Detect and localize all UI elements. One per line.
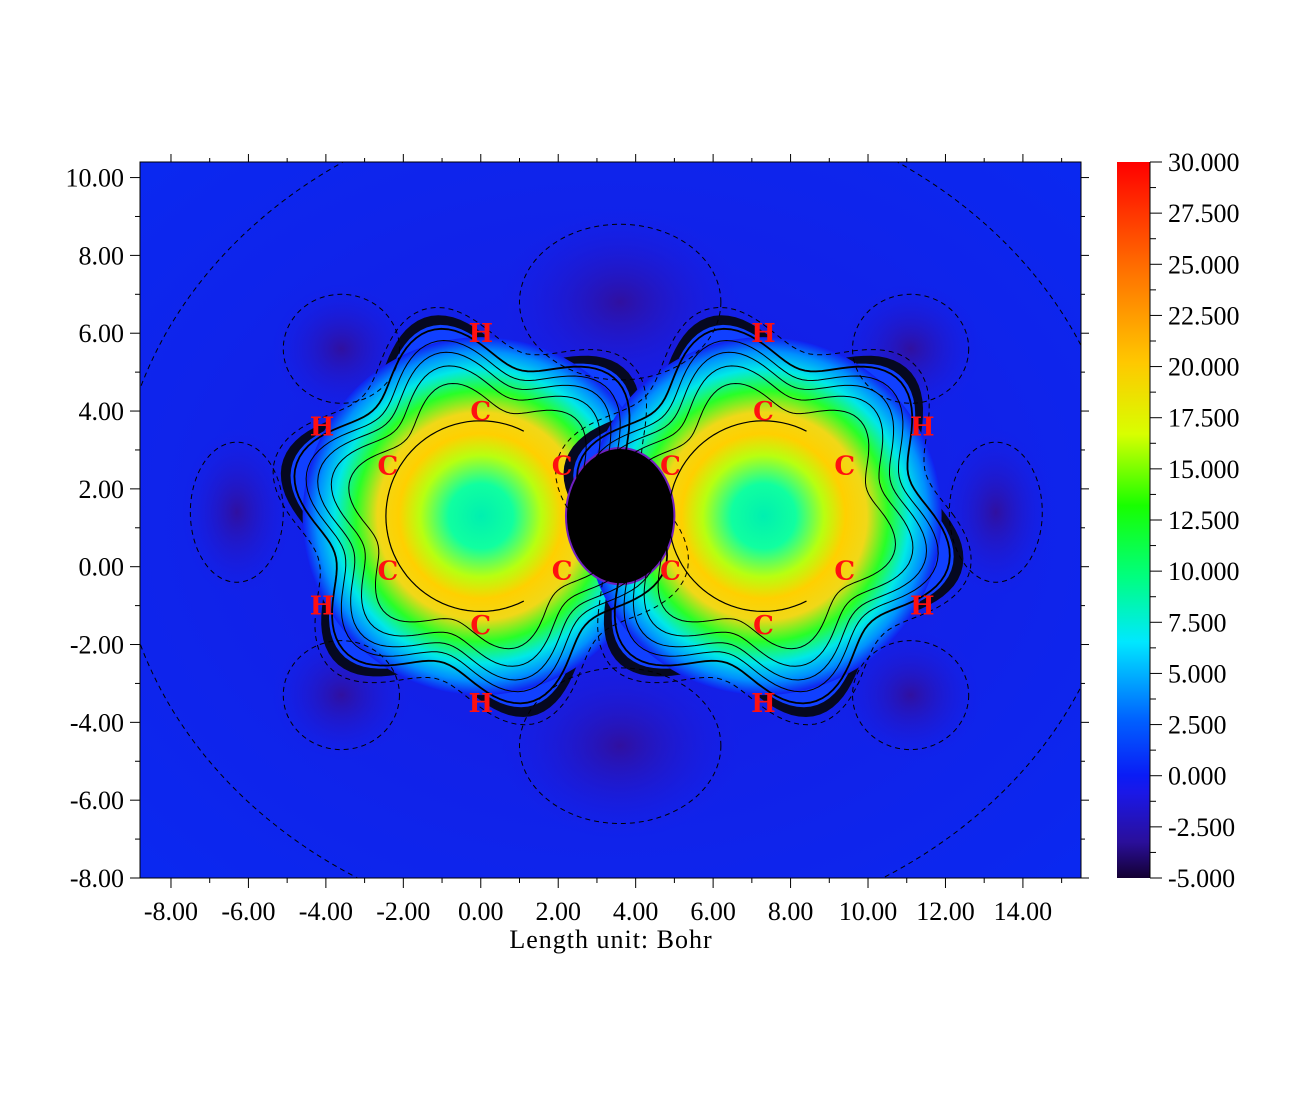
contour-line-dashed [272,306,690,726]
molecule-density-0 [302,337,659,696]
colorbar-tick-label: 30.000 [1168,148,1240,177]
contour-line-dashed [518,223,722,381]
contour-line [630,382,897,650]
y-tick-label: -4.00 [70,708,124,737]
colorbar-tick-label: 15.000 [1168,455,1240,484]
colorbar-tick-label: 7.500 [1168,608,1227,637]
y-tick-label: 0.00 [79,553,125,582]
negative-region-5 [840,629,981,761]
y-tick-label: 2.00 [79,475,125,504]
x-tick-label: 6.00 [690,897,736,926]
x-tick-label: -8.00 [144,897,198,926]
atom-label-c: C [660,557,681,587]
molecule-density-1 [585,337,942,696]
colorbar-tick-label: 2.500 [1168,711,1227,740]
colorbar-tick-label: 5.000 [1168,659,1227,688]
y-tick-label: -8.00 [70,864,124,893]
contour-line [588,339,939,693]
x-tick-label: 8.00 [768,897,814,926]
atom-label-c: C [470,397,491,427]
contour-line [330,365,631,667]
atom-label-c: C [552,452,573,482]
contour-line [305,339,657,693]
x-tick-label: -2.00 [376,897,430,926]
atom-label-c: C [834,557,855,587]
colorbar-tick-label: 20.000 [1168,353,1240,382]
colorbar-tick-label: 22.500 [1168,301,1240,330]
y-tick-label: 10.00 [66,164,125,193]
colorbar-tick-label: 0.000 [1168,762,1227,791]
y-tick-label: 4.00 [79,397,125,426]
atom-label-c: C [470,611,491,641]
x-tick-label: 12.00 [916,897,975,926]
atom-label-h: H [751,319,776,349]
atom-label-h: H [910,592,935,622]
negative-region-0 [181,428,293,597]
negative-region-1 [940,428,1052,597]
colorbar-tick-label: -5.000 [1168,864,1235,893]
colorbar-tick-label: 17.500 [1168,404,1240,433]
x-tick-label: -4.00 [299,897,353,926]
colorbar-tick-label: 25.000 [1168,250,1240,279]
atom-label-h: H [468,689,493,719]
x-tick-label: 14.00 [994,897,1053,926]
atom-label-c: C [377,557,398,587]
x-tick-label: 10.00 [839,897,898,926]
atom-label-h: H [468,319,493,349]
x-tick-label: 0.00 [458,897,504,926]
y-tick-label: -6.00 [70,786,124,815]
atom-label-c: C [753,611,774,641]
contour-line-dashed [852,293,970,404]
x-tick-label: -6.00 [221,897,275,926]
x-axis-title: Length unit: Bohr [509,925,712,954]
colorbar-gradient [1117,162,1150,878]
contour-line [293,327,669,705]
negative-region-7 [499,652,742,840]
contour-line-inner [667,420,807,613]
contour-line [599,351,928,681]
colorbar-tick-label: 12.500 [1168,506,1240,535]
y-tick-label: 8.00 [79,241,125,270]
atom-label-c: C [834,452,855,482]
contour-line-dashed [948,441,1043,583]
contour-line-dashed [555,306,972,726]
atom-label-c: C [753,397,774,427]
contour-line-dashed [282,293,400,404]
atom-label-h: H [310,413,335,443]
contour-line-dashed [282,640,400,751]
atom-label-c: C [660,452,681,482]
contour-line [317,351,645,681]
atom-label-h: H [310,592,335,622]
contour-line-dashed [189,441,284,583]
x-tick-label: 2.00 [535,897,581,926]
plot-frame [139,161,1082,879]
colorbar-tick-label: 10.000 [1168,557,1240,586]
colorbar-tick-label: 27.500 [1168,199,1240,228]
atom-label-c: C [552,557,573,587]
contour-line [613,365,914,667]
atom-label-c: C [377,452,398,482]
plot-area [140,162,1081,878]
y-tick-label: 6.00 [79,319,125,348]
contour-line [576,327,951,705]
atom-label-h: H [910,413,935,443]
y-tick-label: -2.00 [70,631,124,660]
colorbar: -5.000 -2.500 0.000 2.500 5.000 7.500 10.000 12… [1117,148,1240,893]
x-tick-label: 4.00 [613,897,659,926]
contour-line-dashed [852,640,970,751]
contour-line-inner [385,420,525,613]
atom-label-h: H [751,689,776,719]
contour-line-dashed [518,667,722,825]
contour-line [348,382,614,650]
colorbar-tick-label: -2.500 [1168,813,1235,842]
